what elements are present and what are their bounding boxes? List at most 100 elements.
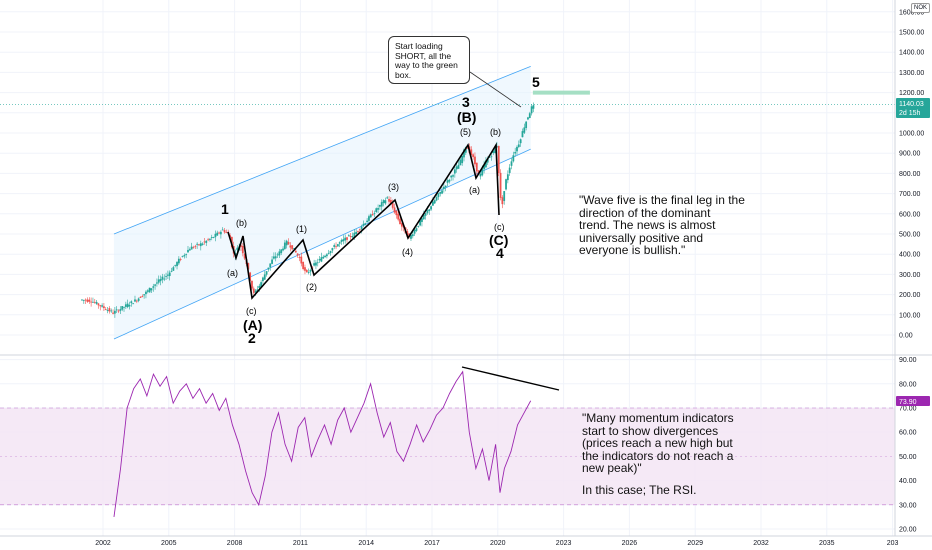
candle-body: [371, 214, 374, 216]
candle-body: [313, 263, 316, 266]
candle-body: [221, 229, 224, 231]
candle-body: [490, 156, 493, 158]
candle-body: [223, 230, 226, 233]
candle-body: [335, 246, 337, 248]
candle-body: [101, 305, 103, 307]
candle-body: [110, 310, 113, 312]
candle-body: [309, 269, 312, 272]
candle-body: [455, 166, 458, 170]
candle-body: [123, 306, 125, 308]
candle-body: [168, 272, 171, 277]
candle-body: [382, 200, 385, 204]
candle-body: [506, 174, 509, 181]
candle-body: [199, 243, 202, 247]
candle-body: [450, 175, 453, 178]
candle-body: [256, 289, 259, 292]
candle-body: [243, 253, 246, 259]
candle-body: [115, 309, 118, 311]
candle-body: [448, 179, 451, 182]
candle-body: [179, 259, 182, 260]
candle-body: [364, 223, 367, 225]
candle-body: [274, 256, 277, 259]
candle-body: [360, 226, 363, 230]
rsi-tick-label: 50.00: [899, 454, 917, 461]
candle-body: [474, 156, 476, 165]
time-tick-label: 203: [887, 540, 899, 547]
candle-body: [336, 244, 339, 247]
candle-body: [437, 193, 440, 198]
candle-body: [307, 272, 310, 273]
candle-body: [452, 175, 454, 177]
candle-body: [351, 236, 354, 238]
candle-body: [466, 147, 469, 149]
quote-wave-five: "Wave five is the final leg in the direc…: [579, 193, 745, 257]
price-tick-label: 900.00: [899, 151, 921, 158]
candle-body: [457, 164, 460, 169]
candle-body: [165, 276, 167, 277]
candle-body: [388, 198, 390, 202]
candle-body: [81, 299, 83, 301]
time-tick-label: 2026: [622, 540, 638, 547]
rsi-value-label: 73.90: [899, 399, 917, 406]
rsi-band: [0, 408, 895, 505]
candle-body: [375, 208, 378, 213]
candle-body: [331, 248, 334, 251]
rsi-tick-label: 30.00: [899, 502, 917, 509]
last-price-badge: [896, 98, 930, 118]
time-tick-label: 2020: [490, 540, 506, 547]
rsi-tick-label: 70.00: [899, 406, 917, 413]
candle-body: [492, 150, 495, 154]
candle-body: [209, 238, 211, 240]
candle-body: [497, 145, 500, 174]
candle-body: [495, 146, 498, 148]
candle-body: [192, 247, 195, 249]
candle-body: [145, 291, 147, 295]
candle-body: [225, 232, 228, 233]
candle-body: [134, 299, 136, 302]
divergence-line: [461, 366, 560, 391]
candle-body: [342, 239, 345, 242]
candle-body: [530, 106, 533, 114]
candle-body: [486, 158, 489, 163]
candle-body: [517, 144, 520, 148]
candle-body: [185, 253, 188, 255]
candle-body: [532, 105, 535, 109]
last-price-label: 1140.03: [899, 101, 924, 108]
candle-body: [377, 208, 379, 210]
candle-body: [439, 191, 442, 194]
wave-label-b1: (b): [236, 218, 247, 228]
candle-body: [527, 117, 529, 120]
currency-badge[interactable]: NOK: [910, 3, 930, 13]
trend-channel-fill: [113, 66, 531, 340]
candle-body: [368, 216, 370, 221]
candle-body: [446, 180, 449, 183]
candle-body: [104, 309, 107, 310]
candle-body: [523, 127, 526, 133]
candle-body: [137, 298, 140, 301]
candle-body: [251, 280, 253, 289]
candle-body: [464, 147, 467, 153]
candle-body: [135, 300, 138, 302]
candle-body: [479, 173, 482, 177]
candle-body: [267, 267, 270, 270]
candle-body: [207, 239, 209, 241]
wave-label-1: 1: [221, 201, 229, 217]
candle-body: [265, 271, 268, 275]
time-tick-label: 2023: [556, 540, 572, 547]
rsi-tick-label: 20.00: [899, 527, 917, 534]
callout-pointer: [469, 71, 522, 108]
candle-body: [433, 200, 436, 204]
candle-body: [525, 121, 528, 129]
price-tick-label: 300.00: [899, 272, 921, 279]
candle-body: [400, 223, 403, 227]
candle-body: [148, 287, 151, 293]
candle-body: [117, 310, 120, 312]
candle-body: [391, 203, 394, 208]
wave-label-A: (A): [243, 317, 262, 333]
candle-body: [113, 310, 116, 314]
candle-body: [366, 220, 369, 223]
candle-body: [516, 146, 518, 152]
candle-body: [196, 243, 199, 245]
price-tick-label: 1200.00: [899, 90, 924, 97]
